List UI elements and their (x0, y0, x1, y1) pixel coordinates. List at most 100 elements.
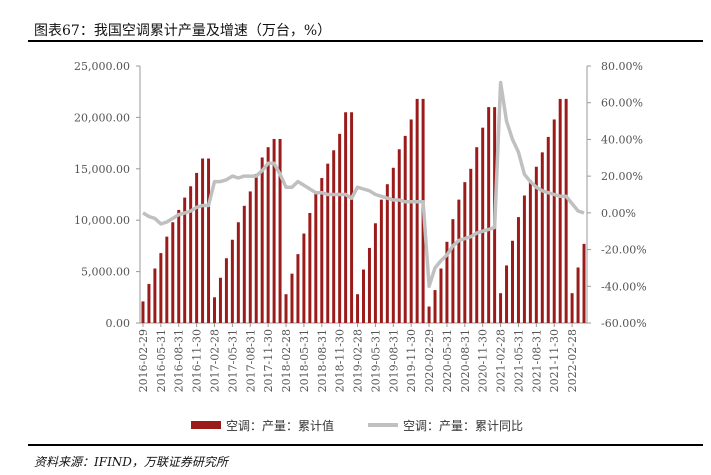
x-tick-label: 2017-08-31 (244, 329, 257, 392)
x-tick-label: 2017-11-30 (262, 329, 275, 392)
y-right-tick-label: 80.00% (601, 60, 643, 73)
bar-mark (540, 152, 544, 323)
x-tick-label: 2016-05-31 (155, 329, 168, 392)
bar-mark (576, 267, 580, 323)
line-series (142, 80, 585, 289)
chart-legend: 空调：产量：累计值 空调：产量：累计同比 (191, 418, 523, 433)
bar-mark (570, 293, 574, 323)
bar-mark (391, 167, 395, 323)
bar-mark (558, 98, 562, 323)
y-right-tick-label: -40.00% (601, 280, 647, 293)
bar-mark (177, 209, 181, 323)
bar-mark (445, 241, 449, 323)
x-tick-label: 2018-05-31 (298, 329, 311, 392)
bar-mark (499, 293, 503, 323)
x-tick-label: 2018-11-30 (334, 329, 347, 392)
bar-mark (153, 268, 157, 323)
x-tick-label: 2019-08-31 (387, 329, 400, 392)
bar-mark (326, 163, 330, 323)
bar-mark (582, 243, 586, 323)
x-tick-label: 2022-02-28 (566, 329, 579, 392)
chart-axes: 0.00 5,000.00 10,000.00 15,000.00 20,000.00 2… (74, 60, 647, 392)
bar-mark (433, 290, 437, 323)
bar-mark (159, 253, 163, 323)
chart-title: 图表67：我国空调累计产量及增速（万台，%） (34, 23, 332, 39)
bar-mark (516, 217, 520, 323)
bar-mark (451, 219, 455, 323)
bar-mark (189, 186, 193, 323)
bar-mark (439, 268, 443, 323)
bar-mark (207, 158, 211, 323)
x-tick-label: 2018-08-31 (316, 329, 329, 392)
top-rule (28, 40, 703, 42)
x-tick-label: 2019-05-31 (369, 329, 382, 392)
y-right-tick-label: 20.00% (601, 170, 643, 183)
bar-mark (308, 213, 312, 323)
y-right-tick-label: -20.00% (601, 244, 647, 257)
bar-mark (302, 233, 306, 323)
x-tick-label: 2021-02-28 (495, 329, 508, 392)
bar-mark (362, 269, 365, 323)
bar-mark (230, 239, 234, 323)
y-left-tick-label: 15,000.00 (74, 163, 130, 176)
bar-mark (367, 247, 371, 323)
bar-mark (505, 265, 509, 323)
y-left-tick-label: 0.00 (106, 317, 131, 330)
bar-mark (218, 277, 222, 323)
x-tick-label: 2016-11-30 (191, 329, 204, 392)
bar-mark (290, 273, 294, 323)
bar-mark (344, 112, 348, 323)
bar-mark (552, 119, 556, 324)
bar-series (141, 98, 586, 324)
bar-mark (373, 223, 377, 323)
bar-mark (272, 138, 276, 323)
bar-mark (415, 98, 419, 323)
bar-mark (296, 254, 300, 323)
bar-mark (427, 306, 431, 323)
y-right-tick-label: 60.00% (601, 97, 643, 110)
bar-mark (338, 133, 342, 323)
x-tick-label: 2017-05-31 (226, 329, 239, 392)
bar-mark (385, 184, 389, 323)
bar-mark (141, 301, 145, 323)
x-tick-label: 2020-08-31 (459, 329, 472, 392)
x-tick-label: 2019-02-28 (352, 329, 365, 392)
bar-mark (260, 157, 264, 323)
bottom-rule (28, 444, 703, 446)
y-left-tick-label: 10,000.00 (74, 214, 130, 227)
legend-line-label: 空调：产量：累计同比 (403, 419, 523, 433)
bar-mark (314, 192, 318, 323)
x-tick-label: 2021-08-31 (530, 329, 543, 392)
bar-mark (147, 283, 151, 323)
bar-mark (242, 205, 246, 323)
bar-mark (534, 166, 538, 323)
source-note: 资料来源：IFIND，万联证券研究所 (34, 455, 228, 469)
bar-mark (201, 158, 205, 323)
bar-mark (284, 294, 288, 323)
bar-mark (409, 119, 413, 324)
legend-bar-label: 空调：产量：累计值 (226, 418, 334, 433)
x-tick-label: 2020-02-29 (423, 329, 436, 392)
x-tick-label: 2018-02-28 (280, 329, 293, 392)
x-tick-label: 2021-05-31 (512, 329, 525, 392)
y-right-tick-label: 0.00% (601, 207, 636, 220)
x-tick-label: 2016-02-29 (137, 329, 150, 392)
bar-mark (546, 136, 550, 323)
x-tick-label: 2017-02-28 (209, 329, 222, 392)
x-tick-label: 2021-11-30 (548, 329, 561, 392)
bar-mark (528, 180, 532, 323)
bar-mark (481, 127, 485, 324)
bar-mark (522, 195, 526, 323)
x-tick-label: 2019-11-30 (405, 329, 418, 392)
bar-mark (397, 149, 401, 323)
bar-mark (379, 199, 383, 323)
bar-mark (248, 191, 252, 323)
bar-mark (487, 107, 491, 324)
legend-bar-swatch (191, 421, 221, 429)
x-tick-label: 2020-11-30 (477, 329, 490, 392)
x-tick-label: 2020-05-31 (441, 329, 454, 392)
x-tick-label: 2016-08-31 (173, 329, 186, 392)
bar-mark (457, 199, 461, 323)
bar-mark (278, 138, 282, 323)
